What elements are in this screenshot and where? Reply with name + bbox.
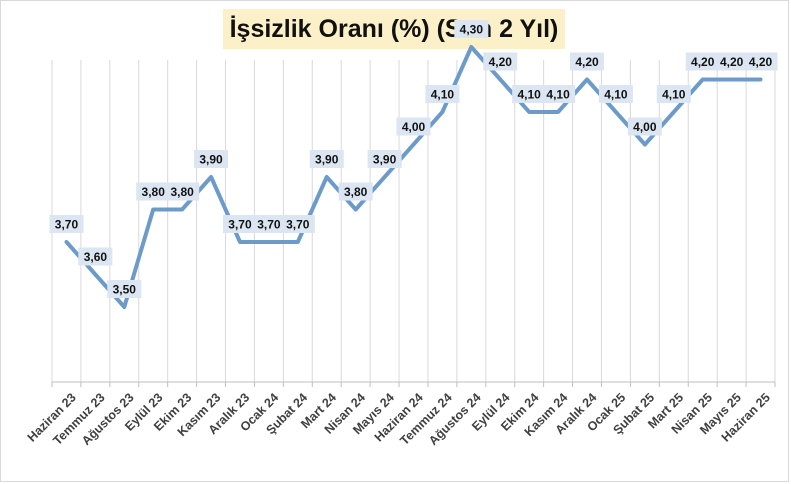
data-label-text: 3,70 [228, 218, 252, 232]
data-label: 3,60 [78, 247, 113, 266]
data-label: 3,70 [280, 215, 315, 233]
data-label-text: 3,70 [55, 218, 79, 232]
data-label: 3,70 [222, 215, 257, 233]
data-label-text: 4,10 [604, 88, 628, 102]
data-label-bg [165, 182, 200, 201]
data-label-bg [685, 52, 720, 71]
data-label-bg [367, 150, 402, 168]
data-label: 3,80 [136, 182, 171, 201]
data-label-text: 3,90 [373, 153, 397, 167]
data-label: 4,10 [541, 85, 576, 103]
data-label: 3,90 [309, 150, 344, 168]
data-label-bg [309, 150, 344, 168]
data-label-text: 3,90 [315, 153, 339, 167]
data-label: 4,20 [570, 52, 605, 71]
data-label-bg [656, 85, 691, 103]
data-label: 4,10 [656, 85, 691, 103]
data-label: 4,10 [425, 85, 460, 103]
data-label: 3,80 [165, 182, 200, 201]
data-label-bg [714, 52, 749, 71]
data-label: 4,10 [512, 85, 547, 103]
data-label: 4,10 [598, 85, 633, 103]
data-label: 3,80 [338, 182, 373, 201]
data-label-text: 4,10 [662, 88, 686, 102]
data-label-text: 4,20 [749, 55, 773, 69]
data-label-text: 4,20 [489, 55, 513, 69]
data-label-bg [627, 117, 662, 136]
data-label-bg [136, 182, 171, 201]
data-label-bg [425, 85, 460, 103]
data-label-text: 3,70 [286, 218, 310, 232]
data-label: 4,00 [627, 117, 662, 136]
data-label-bg [454, 20, 489, 38]
data-label-bg [338, 182, 373, 201]
chart-title-box: İşsizlik Oranı (%) (Son 2 Yıl) [223, 9, 565, 49]
data-label-text: 4,20 [575, 55, 599, 69]
data-label: 4,20 [714, 52, 749, 71]
data-label: 3,50 [107, 280, 142, 298]
data-label-text: 3,80 [142, 185, 166, 199]
data-label: 4,20 [743, 52, 778, 71]
data-label-text: 4,20 [691, 55, 715, 69]
data-label-bg [743, 52, 778, 71]
data-label: 4,20 [685, 52, 720, 71]
data-label-text: 4,00 [633, 120, 657, 134]
data-label-bg [222, 215, 257, 233]
data-label-bg [396, 117, 431, 136]
data-label-text: 3,80 [344, 185, 368, 199]
data-label: 3,90 [367, 150, 402, 168]
data-label-bg [541, 85, 576, 103]
data-label-text: 4,20 [720, 55, 744, 69]
data-label: 3,90 [194, 150, 229, 168]
data-label-text: 3,60 [84, 250, 108, 264]
data-label-text: 3,80 [170, 185, 194, 199]
data-label-bg [598, 85, 633, 103]
data-label: 4,30 [454, 20, 489, 38]
chart-title: İşsizlik Oranı (%) (Son 2 Yıl) [229, 14, 559, 43]
data-label-text: 3,50 [113, 283, 137, 297]
data-label-bg [194, 150, 229, 168]
data-label-bg [483, 52, 518, 71]
data-label-text: 3,70 [257, 218, 281, 232]
data-label: 4,20 [483, 52, 518, 71]
data-label-bg [512, 85, 547, 103]
data-label-bg [78, 247, 113, 266]
data-label-bg [49, 215, 84, 233]
data-label-text: 3,90 [199, 153, 223, 167]
data-label-text: 4,10 [518, 88, 542, 102]
data-label-text: 4,10 [431, 88, 455, 102]
data-label-text: 4,10 [546, 88, 570, 102]
data-label: 3,70 [49, 215, 84, 233]
data-label: 4,00 [396, 117, 431, 136]
data-label-text: 4,30 [460, 23, 484, 37]
data-label-bg [280, 215, 315, 233]
series-line [64, 45, 763, 309]
data-label-bg [251, 215, 286, 233]
data-label-bg [570, 52, 605, 71]
data-label-text: 4,00 [402, 120, 426, 134]
data-label: 3,70 [251, 215, 286, 233]
data-label-bg [107, 280, 142, 298]
